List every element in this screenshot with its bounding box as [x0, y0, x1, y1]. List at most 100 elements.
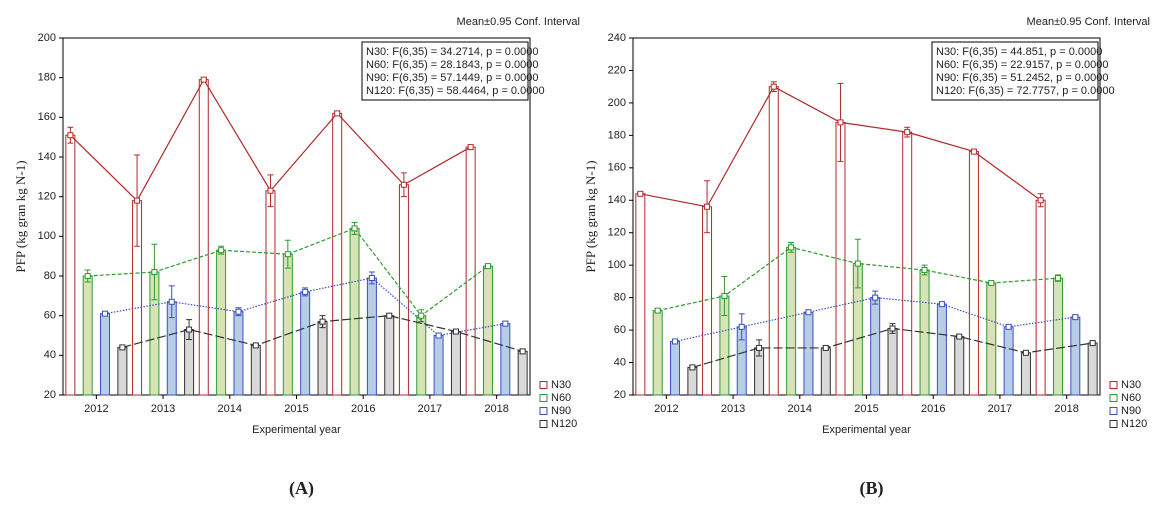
point: [200, 76, 207, 83]
bar: [687, 366, 698, 396]
y-tick-label: 120: [608, 227, 626, 239]
x-tick-label: 2017: [988, 403, 1012, 415]
stats-line: N90: F(6,35) = 57.1449, p = 0.0000: [366, 72, 538, 84]
point: [822, 344, 829, 351]
x-tick-label: 2015: [284, 403, 308, 415]
point: [119, 344, 126, 351]
legend-label: N30: [551, 379, 571, 391]
bar: [936, 303, 947, 396]
bar: [366, 277, 377, 396]
y-tick-label: 180: [608, 129, 626, 141]
bar: [250, 344, 261, 396]
y-tick-label: 220: [608, 64, 626, 76]
bar: [670, 340, 681, 396]
point: [1089, 340, 1096, 347]
bar: [820, 347, 831, 396]
bar: [786, 246, 797, 396]
point: [151, 269, 158, 276]
y-tick-label: 80: [44, 270, 56, 282]
bar: [332, 112, 343, 396]
y-axis-label: PFP (kg gran kg N-1): [583, 160, 598, 272]
point: [235, 308, 242, 315]
y-tick-label: 60: [614, 324, 626, 336]
bar: [317, 321, 328, 396]
bar: [216, 249, 227, 396]
legend-marker: [539, 394, 548, 402]
bar: [117, 346, 128, 396]
x-tick-label: 2014: [218, 403, 242, 415]
x-tick-label: 2018: [1054, 403, 1078, 415]
point: [418, 312, 425, 319]
point: [704, 203, 711, 210]
point: [134, 197, 141, 204]
point: [738, 323, 745, 330]
legend-label: N60: [1121, 392, 1141, 404]
point: [1022, 349, 1029, 356]
legend-label: N90: [1121, 405, 1141, 417]
stats-box: [931, 41, 1099, 101]
y-tick-label: 120: [38, 191, 56, 203]
panel-label: (B): [860, 478, 884, 499]
stats-line: N90: F(6,35) = 51.2452, p = 0.0000: [936, 72, 1108, 84]
annotation: Mean±0.95 Conf. Interval: [1027, 16, 1150, 28]
legend-label: N60: [551, 392, 571, 404]
annotation: Mean±0.95 Conf. Interval: [457, 16, 580, 28]
point: [267, 187, 274, 194]
y-tick-label: 100: [38, 230, 56, 242]
bar: [500, 323, 511, 396]
x-tick-label: 2012: [654, 403, 678, 415]
point: [319, 318, 326, 325]
x-tick-label: 2013: [721, 403, 745, 415]
point: [502, 320, 509, 327]
point: [904, 129, 911, 136]
x-tick-label: 2014: [788, 403, 812, 415]
y-tick-label: 80: [614, 292, 626, 304]
x-tick-label: 2017: [418, 403, 442, 415]
point: [672, 338, 679, 345]
point: [252, 342, 259, 349]
bar: [465, 146, 476, 396]
point: [386, 312, 393, 319]
point: [654, 307, 661, 314]
point: [770, 83, 777, 90]
point: [988, 280, 995, 287]
stats-line: N60: F(6,35) = 22.9157, p = 0.0000: [936, 59, 1108, 71]
point: [519, 348, 526, 355]
bar: [1087, 342, 1098, 396]
x-tick-label: 2018: [484, 403, 508, 415]
point: [435, 332, 442, 339]
point: [921, 267, 928, 274]
legend-label: N30: [1121, 379, 1141, 391]
point: [938, 301, 945, 308]
y-tick-label: 160: [608, 162, 626, 174]
y-tick-label: 40: [614, 356, 626, 368]
point: [872, 294, 879, 301]
x-tick-label: 2012: [84, 403, 108, 415]
point: [956, 333, 963, 340]
legend-marker: [1109, 381, 1118, 389]
stats-line: N30: F(6,35) = 44.851, p = 0.0000: [936, 46, 1102, 58]
point: [889, 325, 896, 332]
y-tick-label: 240: [608, 32, 626, 44]
x-tick-label: 2013: [151, 403, 175, 415]
point: [168, 298, 175, 305]
y-tick-label: 60: [44, 310, 56, 322]
point: [368, 274, 375, 281]
point: [1072, 314, 1079, 321]
bar: [282, 253, 293, 396]
bar: [349, 227, 360, 396]
bar: [635, 193, 646, 396]
bar: [887, 327, 898, 396]
legend-label: N90: [551, 405, 571, 417]
bar: [265, 190, 276, 396]
point: [1054, 275, 1061, 282]
point: [302, 288, 309, 295]
bar: [954, 336, 965, 396]
point: [351, 225, 358, 232]
y-tick-label: 200: [38, 32, 56, 44]
stats-line: N120: F(6,35) = 72.7757, p = 0.0000: [936, 85, 1115, 97]
legend-marker: [539, 407, 548, 415]
x-axis-label: Experimental year: [822, 424, 911, 436]
point: [721, 293, 728, 300]
